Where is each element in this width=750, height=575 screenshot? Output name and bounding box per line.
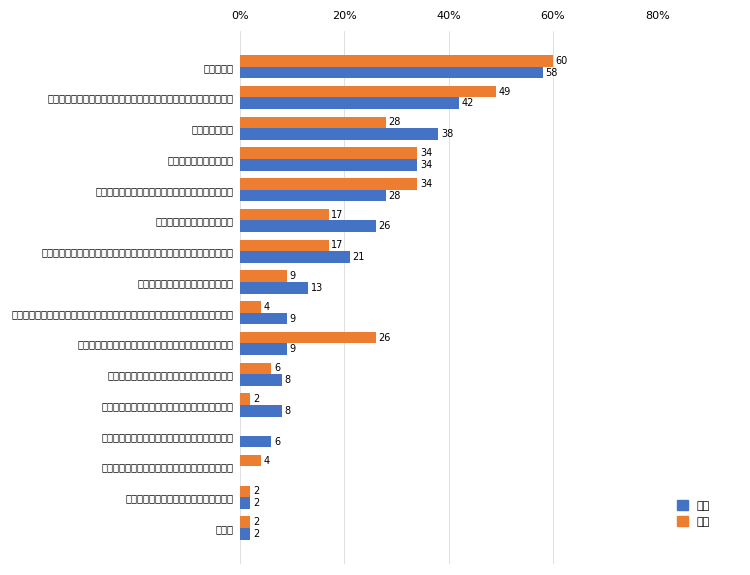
Bar [240, 485, 250, 497]
Bar [240, 343, 287, 355]
Text: 2: 2 [253, 517, 260, 527]
Bar [240, 117, 386, 128]
Bar [240, 313, 287, 324]
Bar [240, 332, 376, 343]
Bar [240, 436, 272, 447]
Text: 9: 9 [290, 271, 296, 281]
Bar [240, 516, 250, 528]
Text: 2: 2 [253, 498, 260, 508]
Text: 49: 49 [498, 87, 511, 97]
Text: 60: 60 [556, 56, 568, 66]
Bar [240, 178, 417, 190]
Bar [240, 190, 386, 201]
Text: 4: 4 [263, 455, 270, 466]
Bar [240, 67, 542, 78]
Text: 34: 34 [420, 179, 432, 189]
Bar [240, 301, 261, 313]
Bar [240, 86, 496, 98]
Bar [240, 528, 250, 540]
Text: 8: 8 [284, 375, 290, 385]
Text: 9: 9 [290, 344, 296, 354]
Text: 21: 21 [352, 252, 364, 262]
Text: 28: 28 [388, 190, 401, 201]
Text: 9: 9 [290, 313, 296, 324]
Text: 28: 28 [388, 117, 401, 128]
Text: 8: 8 [284, 406, 290, 416]
Text: 26: 26 [378, 333, 391, 343]
Text: 4: 4 [263, 302, 270, 312]
Text: 13: 13 [310, 283, 322, 293]
Bar [240, 159, 417, 171]
Bar [240, 55, 553, 67]
Text: 34: 34 [420, 160, 432, 170]
Bar [240, 363, 272, 374]
Bar [240, 497, 250, 509]
Text: 42: 42 [462, 98, 474, 108]
Text: 2: 2 [253, 486, 260, 496]
Bar [240, 374, 282, 386]
Text: 17: 17 [332, 210, 344, 220]
Bar [240, 455, 261, 466]
Text: 6: 6 [274, 436, 280, 447]
Bar [240, 282, 308, 294]
Text: 17: 17 [332, 240, 344, 250]
Bar [240, 393, 250, 405]
Text: 2: 2 [253, 394, 260, 404]
Text: 26: 26 [378, 221, 391, 231]
Bar [240, 98, 459, 109]
Bar [240, 405, 282, 417]
Bar [240, 147, 417, 159]
Text: 6: 6 [274, 363, 280, 373]
Bar [240, 240, 328, 251]
Bar [240, 209, 328, 220]
Text: 58: 58 [545, 68, 557, 78]
Bar [240, 220, 376, 232]
Bar [240, 270, 287, 282]
Text: 38: 38 [441, 129, 453, 139]
Text: 34: 34 [420, 148, 432, 158]
Bar [240, 128, 438, 140]
Bar [240, 251, 350, 263]
Text: 2: 2 [253, 529, 260, 539]
Legend: 文系, 理系: 文系, 理系 [672, 496, 714, 532]
